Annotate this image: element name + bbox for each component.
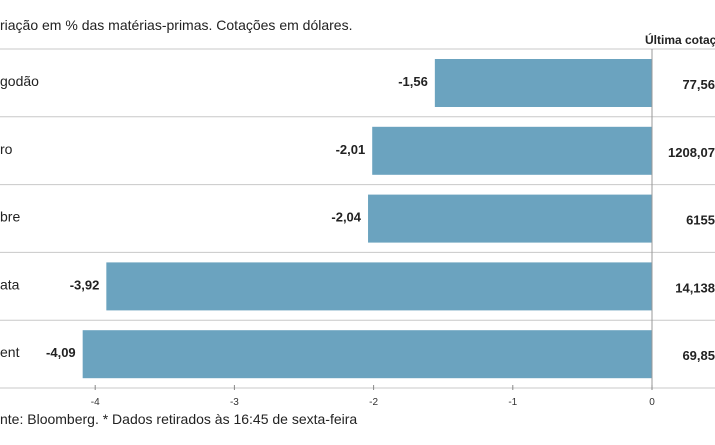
bar <box>368 194 652 243</box>
bar <box>82 330 652 379</box>
bar <box>434 59 652 107</box>
last-quote-label: 14,138 <box>675 280 715 295</box>
category-label: ent <box>0 344 20 360</box>
category-label: bre <box>0 209 20 225</box>
x-tick-label: -3 <box>230 397 239 408</box>
last-quote-label: 1208,07 <box>668 145 715 160</box>
x-tick-label: -1 <box>508 397 517 408</box>
last-quote-column-header: Última cotaç <box>645 32 715 47</box>
value-label: -3,92 <box>70 277 100 292</box>
x-tick-label: -2 <box>369 397 378 408</box>
x-tick-label: -4 <box>91 397 100 408</box>
value-label: -1,56 <box>398 74 428 89</box>
last-quote-label: 6155 <box>686 213 715 228</box>
value-label: -4,09 <box>46 345 76 360</box>
chart-source-note: nte: Bloomberg. * Dados retirados às 16:… <box>0 411 358 427</box>
last-quote-label: 77,56 <box>682 77 715 92</box>
bar <box>106 262 652 311</box>
bar <box>372 126 652 175</box>
category-label: ro <box>0 141 13 157</box>
category-label: godão <box>0 73 39 89</box>
value-label: -2,01 <box>336 142 366 157</box>
last-quote-label: 69,85 <box>682 348 715 363</box>
category-label: ata <box>0 276 20 292</box>
chart-subtitle: riação em % das matérias-primas. Cotaçõe… <box>0 17 353 33</box>
x-tick-label: 0 <box>649 397 655 408</box>
value-label: -2,04 <box>331 210 361 225</box>
